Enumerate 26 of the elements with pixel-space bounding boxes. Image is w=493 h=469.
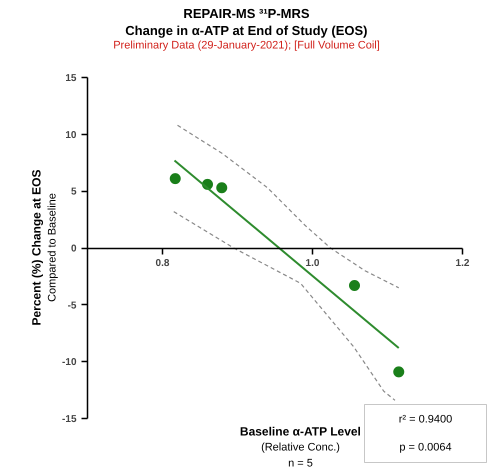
text: Preliminary Data (29-January-2021); [Full Volume Coil]	[113, 40, 380, 52]
point	[349, 280, 360, 291]
y-tick-label: 15	[65, 73, 77, 84]
text: (Relative Conc.)	[261, 442, 340, 454]
chart-title: REPAIR-MS ³¹P-MRS	[183, 6, 310, 21]
y-tick-label: -5	[68, 300, 77, 312]
y-tick-label: 10	[65, 130, 77, 141]
line-series	[176, 124, 400, 288]
text: Compared to Baseline	[46, 193, 58, 302]
y-axis-title: Percent (%) Change at EOS	[30, 169, 44, 326]
x-tick-label: 0.8	[156, 258, 170, 269]
text: p = 0.0064	[399, 442, 452, 454]
x-tick-label: 1.2	[456, 258, 470, 269]
y-tick-label: 0	[70, 244, 77, 254]
x-tick-label: 1.0	[306, 258, 320, 269]
line-series	[173, 211, 396, 401]
chart-subtitle: Change in α-ATP at End of Study (EOS)	[125, 23, 368, 38]
y-tick-label: 5	[70, 186, 77, 198]
point	[170, 173, 181, 184]
y-tick-label: -10	[62, 357, 77, 368]
point	[216, 182, 228, 194]
annotation: r² = 0.9400	[398, 414, 452, 426]
text: n = 5	[288, 458, 313, 469]
y-tick-label: -15	[62, 414, 77, 425]
point	[393, 366, 404, 378]
x-axis-title: Baseline α-ATP Level	[240, 424, 361, 438]
